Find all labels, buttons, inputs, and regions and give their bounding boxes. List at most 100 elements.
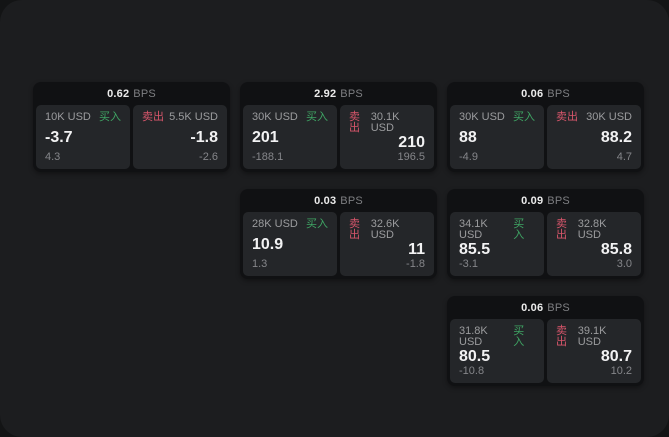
quote-card-body: 28K USD 买入 10.9 1.3 卖出 32.6K USD 11 -1.8 [240,212,437,279]
buy-notional: 28K USD [252,218,298,230]
sell-panel-top: 卖出 32.8K USD [556,219,632,241]
bps-unit-label: BPS [547,194,570,207]
buy-notional: 10K USD [45,111,91,123]
sell-price: 85.8 [600,241,632,258]
buy-notional: 34.1K USD [459,218,488,241]
sell-price: 88.2 [600,128,632,146]
buy-delta: -188.1 [252,151,284,163]
buy-side-label: 买入 [513,325,525,348]
bps-value: 2.92 [314,87,337,100]
sell-delta: -1.8 [406,258,425,270]
bps-header: 0.03 BPS [240,189,437,212]
bps-header: 0.06 BPS [447,296,644,319]
buy-delta: -3.1 [459,258,478,270]
quote-card: 0.03 BPS 28K USD 买入 10.9 1.3 卖出 32.6K US… [240,189,437,279]
bps-value: 0.06 [521,301,544,314]
bps-value: 0.03 [314,194,337,207]
buy-price: 85.5 [459,241,491,258]
sell-price: 210 [398,134,425,151]
sell-price: 80.7 [600,348,632,365]
quote-card-body: 31.8K USD 买入 80.5 -10.8 卖出 39.1K USD 80.… [447,319,644,386]
buy-notional: 31.8K USD [459,325,488,348]
sell-delta: 10.2 [610,365,632,377]
buy-notional: 30K USD [459,111,505,123]
sell-side-label: 卖出 [349,111,360,134]
sell-delta: 196.5 [397,151,425,163]
buy-panel[interactable]: 31.8K USD 买入 80.5 -10.8 [450,319,544,383]
bps-header: 0.06 BPS [447,82,644,105]
quote-card-body: 30K USD 买入 88 -4.9 卖出 30K USD 88.2 4.7 [447,105,644,172]
bps-value: 0.09 [521,194,544,207]
buy-panel[interactable]: 10K USD 买入 -3.7 4.3 [36,105,130,169]
sell-notional: 5.5K USD [169,111,218,123]
buy-side-label: 买入 [99,111,121,123]
bps-header: 0.62 BPS [33,82,230,105]
buy-panel[interactable]: 34.1K USD 买入 85.5 -3.1 [450,212,544,276]
bps-unit-label: BPS [133,87,156,100]
buy-price: -3.7 [45,128,73,146]
sell-delta: 4.7 [616,151,632,163]
sell-panel[interactable]: 卖出 30.1K USD 210 196.5 [340,105,434,169]
buy-panel-top: 10K USD 买入 [45,112,121,123]
sell-panel-top: 卖出 5.5K USD [142,112,218,123]
sell-panel-top: 卖出 30.1K USD [349,112,425,134]
sell-notional: 32.6K USD [370,218,400,241]
buy-delta: 4.3 [45,151,61,163]
buy-panel-top: 34.1K USD 买入 [459,219,535,241]
buy-delta: 1.3 [252,258,268,270]
quote-tile-grid: 0.62 BPS 10K USD 买入 -3.7 4.3 卖出 5.5K USD [33,82,644,386]
sell-delta: 3.0 [616,258,632,270]
sell-panel[interactable]: 卖出 30K USD 88.2 4.7 [547,105,641,169]
quote-card: 0.09 BPS 34.1K USD 买入 85.5 -3.1 卖出 32.8K… [447,189,644,279]
buy-panel-top: 30K USD 买入 [252,112,328,123]
bps-value: 0.62 [107,87,130,100]
quote-card: 0.62 BPS 10K USD 买入 -3.7 4.3 卖出 5.5K USD [33,82,230,172]
sell-panel-top: 卖出 39.1K USD [556,326,632,348]
sell-price: -1.8 [190,128,218,146]
sell-panel[interactable]: 卖出 39.1K USD 80.7 10.2 [547,319,641,383]
sell-side-label: 卖出 [556,325,567,348]
bps-header: 0.09 BPS [447,189,644,212]
buy-price: 10.9 [252,235,284,253]
buy-panel[interactable]: 30K USD 买入 201 -188.1 [243,105,337,169]
buy-panel-top: 31.8K USD 买入 [459,326,535,348]
sell-notional: 30.1K USD [370,111,400,134]
quote-card: 0.06 BPS 30K USD 买入 88 -4.9 卖出 30K USD [447,82,644,172]
buy-price: 201 [252,128,279,146]
sell-panel-top: 卖出 30K USD [556,112,632,123]
sell-notional: 39.1K USD [577,325,607,348]
bps-unit-label: BPS [340,194,363,207]
sell-panel-top: 卖出 32.6K USD [349,219,425,241]
buy-panel[interactable]: 30K USD 买入 88 -4.9 [450,105,544,169]
sell-side-label: 卖出 [349,218,360,241]
sell-price: 11 [408,241,425,258]
bps-unit-label: BPS [547,87,570,100]
buy-side-label: 买入 [306,111,328,123]
quote-card: 2.92 BPS 30K USD 买入 201 -188.1 卖出 30.1K … [240,82,437,172]
buy-panel-top: 28K USD 买入 [252,219,328,230]
sell-side-label: 卖出 [556,111,578,123]
sell-panel[interactable]: 卖出 32.6K USD 11 -1.8 [340,212,434,276]
sell-notional: 30K USD [586,111,632,123]
quote-card-body: 34.1K USD 买入 85.5 -3.1 卖出 32.8K USD 85.8… [447,212,644,279]
buy-notional: 30K USD [252,111,298,123]
sell-panel[interactable]: 卖出 32.8K USD 85.8 3.0 [547,212,641,276]
sell-side-label: 卖出 [142,111,164,123]
sell-notional: 32.8K USD [577,218,607,241]
bps-header: 2.92 BPS [240,82,437,105]
bps-unit-label: BPS [340,87,363,100]
sell-panel[interactable]: 卖出 5.5K USD -1.8 -2.6 [133,105,227,169]
buy-price: 80.5 [459,348,491,365]
buy-side-label: 买入 [513,218,525,241]
quote-card: 0.06 BPS 31.8K USD 买入 80.5 -10.8 卖出 39.1… [447,296,644,386]
sell-delta: -2.6 [199,151,218,163]
sell-side-label: 卖出 [556,218,567,241]
bps-unit-label: BPS [547,301,570,314]
buy-panel[interactable]: 28K USD 买入 10.9 1.3 [243,212,337,276]
buy-price: 88 [459,128,477,146]
buy-side-label: 买入 [306,218,328,230]
quote-card-body: 30K USD 买入 201 -188.1 卖出 30.1K USD 210 1… [240,105,437,172]
buy-delta: -10.8 [459,365,485,377]
buy-side-label: 买入 [513,111,535,123]
buy-delta: -4.9 [459,151,478,163]
